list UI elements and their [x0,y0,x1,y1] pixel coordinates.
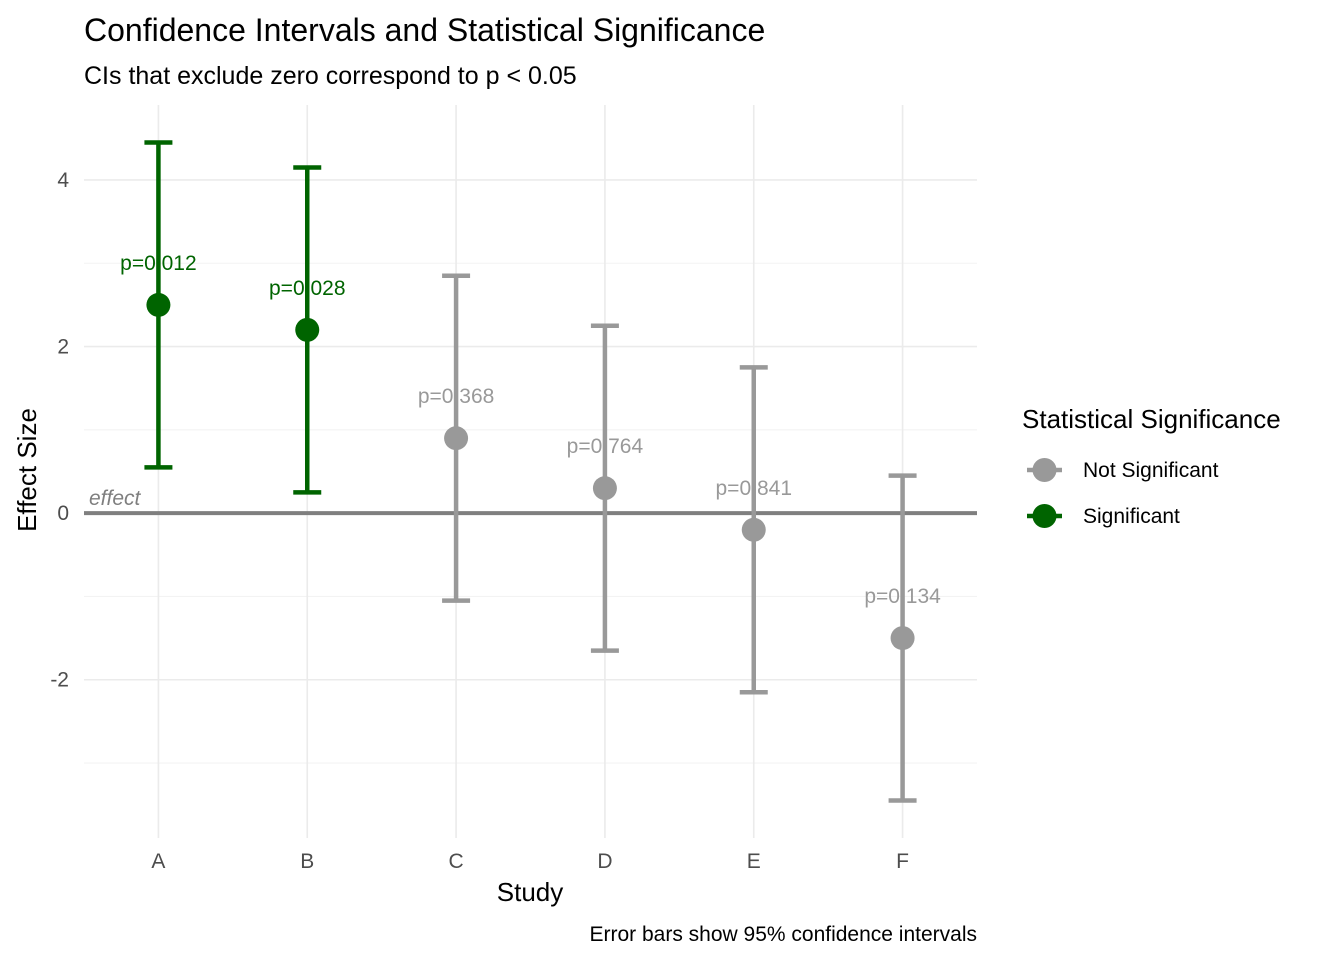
reference-line-group: effect [84,487,977,516]
y-tick-label: 0 [57,502,69,525]
p-value-label: p=0.368 [418,385,495,408]
y-axis-title: Effect Size [12,408,42,532]
p-value-label: p=0.012 [120,252,197,275]
p-value-label: p=0.764 [567,435,644,458]
point-estimate [592,476,617,501]
point-estimate [444,426,469,451]
legend-label: Not Significant [1083,459,1219,482]
legend-key-point [1032,504,1057,528]
legend-key-point [1032,458,1057,482]
y-tick-label: -2 [50,669,69,692]
study-e-group: p=0.841 [716,365,793,695]
study-d-group: p=0.764 [567,323,644,653]
legend-item: Significant [1027,504,1180,528]
data-series: p=0.012 p=0.028 p=0.368 p=0.764 p=0.841 p=0.1… [120,140,941,803]
chart-caption: Error bars show 95% confidence intervals [589,923,977,946]
study-f-group: p=0.134 [864,473,941,803]
gridlines [84,105,977,838]
point-estimate [741,517,766,542]
x-tick-label: A [151,850,165,873]
legend-item: Not Significant [1027,458,1219,482]
study-c-group: p=0.368 [418,273,495,603]
legend-label: Significant [1083,505,1180,528]
legend-title: Statistical Significance [1022,404,1281,434]
p-value-label: p=0.028 [269,277,346,300]
y-axis: -2 0 2 4 [50,169,69,692]
x-axis: A B C D E F [151,850,909,873]
x-tick-label: F [896,850,909,873]
point-estimate [146,292,171,317]
legend: Not Significant Significant [1027,458,1219,528]
point-estimate [890,626,915,651]
chart-title: Confidence Intervals and Statistical Sig… [84,12,765,48]
p-value-label: p=0.134 [864,585,941,608]
x-tick-label: E [747,850,761,873]
study-a-group: p=0.012 [120,140,197,470]
y-tick-label: 4 [57,169,69,192]
p-value-label: p=0.841 [716,477,793,500]
x-tick-label: B [300,850,314,873]
x-axis-title: Study [497,877,564,907]
x-tick-label: C [448,850,463,873]
x-tick-label: D [597,850,612,873]
study-b-group: p=0.028 [269,165,346,495]
y-tick-label: 2 [57,336,69,359]
point-estimate [295,317,320,342]
reference-line-label: effect [89,487,142,510]
chart-subtitle: CIs that exclude zero correspond to p < … [84,62,577,90]
